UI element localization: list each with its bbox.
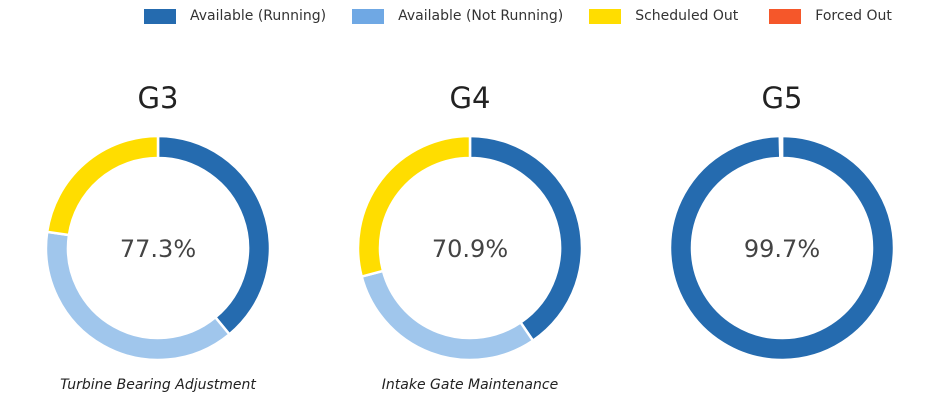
donut-slices <box>356 134 584 362</box>
legend-swatch <box>352 8 385 24</box>
donut-chart: 70.9% <box>356 134 584 362</box>
donut-chart: 99.7% <box>668 134 896 362</box>
legend-label: Forced Out <box>815 8 892 24</box>
legend-item-scheduled-out[interactable]: Scheduled Out <box>589 8 738 24</box>
gauge-title: G3 <box>137 81 179 115</box>
legend-item-available-not-running[interactable]: Available (Not Running) <box>352 8 563 24</box>
donut-slice-available-running[interactable] <box>668 134 896 362</box>
donut-slices <box>44 134 272 362</box>
gauge-value: 77.3% <box>120 235 196 263</box>
legend-label: Available (Not Running) <box>398 8 564 24</box>
legend-swatch <box>769 8 802 24</box>
legend-swatch <box>144 8 176 24</box>
gauge-value: 99.7% <box>744 235 820 263</box>
donut-chart: 77.3% <box>44 134 272 362</box>
chart-legend: Available (Running) Available (Not Runni… <box>144 5 892 27</box>
legend-item-available-running[interactable]: Available (Running) <box>144 8 326 24</box>
donut-slices <box>668 134 896 362</box>
gauge-caption: Intake Gate Maintenance <box>381 377 559 393</box>
gauge-g3: G3 77.3% Turbine Bearing Adjustment <box>38 80 278 400</box>
gauge-caption: Turbine Bearing Adjustment <box>60 377 256 393</box>
donut-slice-forced-out[interactable] <box>778 134 784 160</box>
gauge-value: 70.9% <box>432 235 508 263</box>
gauge-g5: G5 99.7% <box>662 80 902 400</box>
legend-item-forced-out[interactable]: Forced Out <box>769 8 892 24</box>
legend-swatch <box>589 8 622 24</box>
donut-slice-available-not-running[interactable] <box>360 269 535 362</box>
legend-label: Available (Running) <box>190 8 327 24</box>
gauge-title: G4 <box>449 81 491 115</box>
donut-slice-scheduled-out[interactable] <box>356 134 472 279</box>
gauge-g4: G4 70.9% Intake Gate Maintenance <box>350 80 590 400</box>
gauge-title: G5 <box>761 81 803 115</box>
legend-label: Scheduled Out <box>635 8 739 24</box>
donut-slice-scheduled-out[interactable] <box>45 134 160 237</box>
